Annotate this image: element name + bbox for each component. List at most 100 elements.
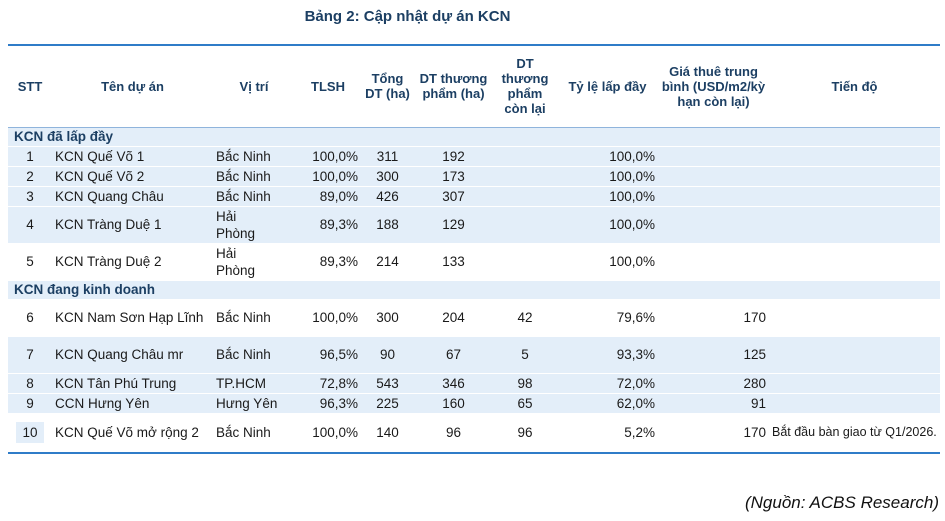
cell-location: Bắc Ninh (213, 336, 295, 374)
cell-remaining-area: 5 (493, 336, 557, 374)
cell-tlsh: 89,3% (295, 243, 361, 281)
cell-tlsh: 96,3% (295, 393, 361, 414)
cell-commercial-area: 346 (414, 373, 493, 394)
cell-name: KCN Nam Sơn Hạp Lĩnh (52, 299, 213, 337)
cell-name: KCN Quế Võ mở rộng 2 (52, 413, 213, 454)
section-label: KCN đang kinh doanh (8, 279, 940, 300)
cell-progress (769, 373, 940, 394)
cell-location: Hải Phòng (213, 243, 295, 281)
cell-commercial-area: 96 (414, 413, 493, 454)
cell-tlsh: 96,5% (295, 336, 361, 374)
cell-total-area: 543 (361, 373, 414, 394)
cell-location: TP.HCM (213, 373, 295, 394)
cell-tlsh: 100,0% (295, 166, 361, 187)
cell-remaining-area: 42 (493, 299, 557, 337)
col-header-stt: STT (8, 44, 52, 128)
cell-rent (658, 186, 769, 207)
col-header-tlsh: TLSH (295, 44, 361, 128)
col-header-name: Tên dự án (52, 44, 213, 128)
cell-remaining-area: 96 (493, 413, 557, 454)
cell-tlsh: 100,0% (295, 146, 361, 167)
section-header: KCN đã lấp đầy (8, 126, 940, 147)
cell-stt: 10 (8, 413, 52, 454)
cell-stt: 5 (8, 243, 52, 281)
cell-name: CCN Hưng Yên (52, 393, 213, 414)
cell-tlsh: 100,0% (295, 413, 361, 454)
cell-stt: 1 (8, 146, 52, 167)
table-row: 2 KCN Quế Võ 2 Bắc Ninh 100,0% 300 173 1… (8, 166, 940, 187)
cell-progress (769, 166, 940, 187)
cell-location: Bắc Ninh (213, 299, 295, 337)
cell-location: Bắc Ninh (213, 186, 295, 207)
cell-commercial-area: 160 (414, 393, 493, 414)
section-label: KCN đã lấp đầy (8, 126, 940, 147)
cell-occupancy: 100,0% (557, 243, 658, 281)
cell-stt: 4 (8, 206, 52, 244)
cell-total-area: 311 (361, 146, 414, 167)
cell-rent: 280 (658, 373, 769, 394)
cell-commercial-area: 67 (414, 336, 493, 374)
table-row: 6 KCN Nam Sơn Hạp Lĩnh Bắc Ninh 100,0% 3… (8, 299, 940, 337)
cell-rent: 170 (658, 299, 769, 337)
cell-stt: 3 (8, 186, 52, 207)
cell-progress: Bắt đầu bàn giao từ Q1/2026. (769, 413, 940, 454)
cell-progress (769, 146, 940, 167)
cell-rent: 91 (658, 393, 769, 414)
cell-total-area: 300 (361, 166, 414, 187)
cell-name: KCN Tràng Duệ 2 (52, 243, 213, 281)
cell-commercial-area: 129 (414, 206, 493, 244)
cell-total-area: 214 (361, 243, 414, 281)
cell-commercial-area: 192 (414, 146, 493, 167)
col-header-total-area: Tổng DT (ha) (361, 44, 414, 128)
cell-occupancy: 62,0% (557, 393, 658, 414)
cell-tlsh: 89,0% (295, 186, 361, 207)
cell-name: KCN Quang Châu (52, 186, 213, 207)
cell-stt: 9 (8, 393, 52, 414)
cell-remaining-area (493, 243, 557, 281)
cell-name: KCN Quế Võ 2 (52, 166, 213, 187)
cell-name: KCN Quế Võ 1 (52, 146, 213, 167)
cell-stt: 7 (8, 336, 52, 374)
cell-total-area: 90 (361, 336, 414, 374)
cell-stt: 8 (8, 373, 52, 394)
cell-total-area: 225 (361, 393, 414, 414)
cell-location: Hải Phòng (213, 206, 295, 244)
col-header-rent: Giá thuê trung bình (USD/m2/kỳ hạn còn l… (658, 44, 769, 128)
cell-commercial-area: 307 (414, 186, 493, 207)
col-header-commercial-area: DT thương phẩm (ha) (414, 44, 493, 128)
cell-rent (658, 206, 769, 244)
cell-occupancy: 5,2% (557, 413, 658, 454)
cell-occupancy: 79,6% (557, 299, 658, 337)
cell-rent (658, 146, 769, 167)
cell-progress (769, 393, 940, 414)
cell-remaining-area (493, 186, 557, 207)
cell-total-area: 140 (361, 413, 414, 454)
cell-tlsh: 89,3% (295, 206, 361, 244)
cell-occupancy: 72,0% (557, 373, 658, 394)
cell-occupancy: 100,0% (557, 206, 658, 244)
table-row: 10 KCN Quế Võ mở rộng 2 Bắc Ninh 100,0% … (8, 413, 940, 454)
cell-occupancy: 100,0% (557, 146, 658, 167)
table-row: 4 KCN Tràng Duệ 1 Hải Phòng 89,3% 188 12… (8, 206, 940, 244)
cell-remaining-area (493, 206, 557, 244)
cell-remaining-area: 98 (493, 373, 557, 394)
col-header-occupancy: Tỷ lệ lấp đầy (557, 44, 658, 128)
cell-stt: 6 (8, 299, 52, 337)
cell-location: Bắc Ninh (213, 146, 295, 167)
cell-total-area: 300 (361, 299, 414, 337)
cell-progress (769, 299, 940, 337)
cell-location: Hưng Yên (213, 393, 295, 414)
cell-progress (769, 206, 940, 244)
section-header: KCN đang kinh doanh (8, 279, 940, 300)
cell-total-area: 426 (361, 186, 414, 207)
cell-remaining-area (493, 166, 557, 187)
cell-progress (769, 243, 940, 281)
cell-location: Bắc Ninh (213, 166, 295, 187)
cell-occupancy: 93,3% (557, 336, 658, 374)
cell-tlsh: 100,0% (295, 299, 361, 337)
cell-tlsh: 72,8% (295, 373, 361, 394)
col-header-location: Vị trí (213, 44, 295, 128)
kcn-project-table: STT Tên dự án Vị trí TLSH Tổng DT (ha) D… (8, 44, 940, 454)
cell-rent: 125 (658, 336, 769, 374)
cell-location: Bắc Ninh (213, 413, 295, 454)
